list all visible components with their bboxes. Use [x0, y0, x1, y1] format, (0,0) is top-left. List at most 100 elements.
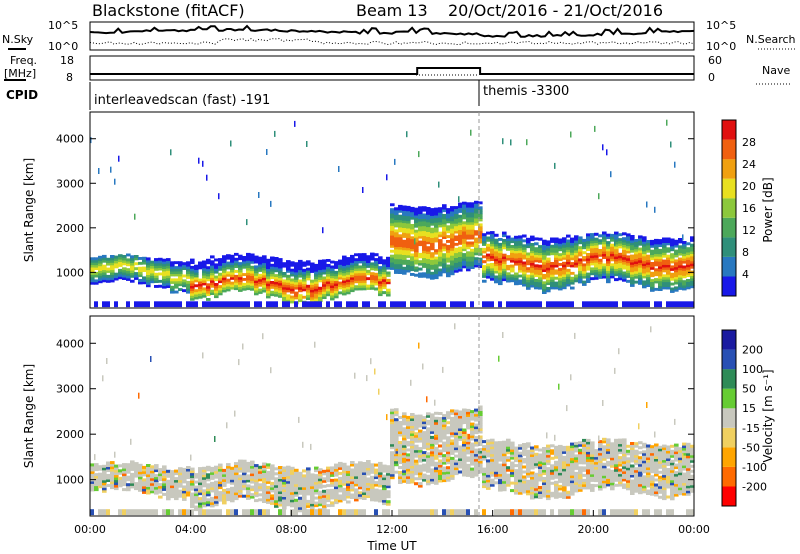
data-cell [530, 484, 535, 487]
data-cell [198, 469, 203, 473]
near-range-cell [362, 509, 366, 516]
data-cell [466, 219, 471, 223]
data-cell [186, 285, 191, 289]
data-cell [318, 498, 323, 502]
data-cell [366, 490, 371, 493]
data-cell [486, 469, 491, 473]
near-range-cell [618, 509, 622, 516]
data-cell [342, 482, 347, 486]
data-cell [334, 463, 339, 467]
data-cell [510, 276, 515, 280]
data-cell [518, 245, 523, 249]
data-cell [270, 489, 275, 493]
data-cell [514, 454, 519, 458]
data-cell [398, 471, 403, 474]
data-cell [346, 493, 351, 496]
data-cell [322, 489, 327, 493]
data-cell [258, 475, 263, 479]
data-cell [410, 463, 415, 466]
data-cell [98, 280, 103, 284]
data-cell [410, 228, 415, 232]
data-cell [250, 265, 255, 269]
data-cell [262, 279, 267, 283]
data-cell [322, 492, 327, 496]
data-cell [466, 214, 471, 218]
data-cell [578, 481, 583, 485]
data-cell [358, 255, 363, 259]
data-cell [290, 261, 295, 265]
data-cell [478, 438, 483, 441]
data-cell [198, 499, 203, 503]
data-cell [510, 449, 515, 453]
data-cell [542, 266, 547, 270]
data-cell [378, 491, 383, 495]
data-cell [314, 469, 319, 473]
data-cell [618, 233, 623, 237]
data-cell [498, 277, 503, 281]
data-cell [374, 496, 379, 500]
data-cell [390, 237, 395, 241]
near-range-cell [202, 509, 206, 516]
data-cell [638, 247, 643, 251]
data-cell [658, 268, 663, 272]
data-cell [418, 211, 423, 215]
data-cell [498, 247, 503, 251]
data-cell [346, 288, 351, 292]
data-cell [658, 266, 663, 269]
data-cell [514, 240, 519, 244]
data-cell [562, 276, 567, 280]
data-cell [418, 457, 423, 461]
data-cell [262, 485, 267, 488]
data-cell [90, 470, 95, 474]
data-cell [354, 253, 359, 257]
data-cell [186, 471, 191, 474]
data-cell [174, 273, 179, 277]
data-cell [494, 275, 499, 279]
data-cell [430, 475, 435, 479]
data-cell [246, 274, 251, 278]
data-cell [350, 289, 355, 293]
data-cell [594, 262, 599, 266]
data-cell [210, 279, 215, 283]
data-cell [506, 468, 511, 472]
data-cell [430, 232, 435, 236]
data-cell [450, 255, 455, 258]
data-cell [478, 425, 483, 429]
data-cell [166, 479, 171, 483]
data-cell [434, 424, 439, 428]
data-cell [442, 466, 447, 470]
data-cell [154, 489, 159, 493]
data-cell [306, 267, 311, 271]
data-cell [158, 260, 163, 264]
data-cell [110, 476, 115, 480]
data-cell [502, 480, 507, 484]
data-cell [506, 257, 511, 261]
data-cell [406, 425, 411, 429]
ytick-label: 4000 [56, 133, 84, 146]
speckle [418, 342, 420, 349]
data-cell [506, 438, 511, 442]
data-cell [594, 274, 599, 278]
data-cell [426, 224, 431, 228]
data-cell [394, 425, 399, 429]
data-cell [382, 502, 387, 506]
near-range-cell [494, 509, 498, 516]
data-cell [546, 289, 551, 293]
data-cell [370, 485, 375, 489]
data-cell [390, 257, 395, 261]
data-cell [182, 490, 187, 494]
data-cell [570, 262, 575, 265]
near-range-cell [470, 301, 474, 308]
data-cell [518, 257, 523, 261]
data-cell [326, 263, 331, 267]
data-cell [374, 483, 379, 487]
speckle [230, 140, 232, 147]
data-cell [290, 474, 295, 478]
data-cell [638, 269, 643, 273]
data-cell [454, 409, 459, 413]
data-cell [162, 472, 167, 476]
data-cell [178, 494, 183, 498]
data-cell [474, 259, 479, 263]
data-cell [470, 224, 475, 228]
data-cell [222, 498, 227, 502]
